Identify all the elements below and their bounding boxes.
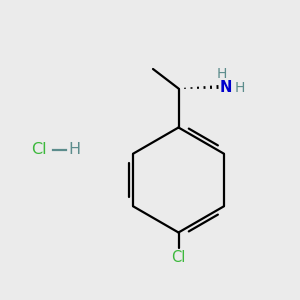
Text: Cl: Cl	[171, 250, 186, 266]
Text: N: N	[220, 80, 232, 94]
Text: Cl: Cl	[32, 142, 47, 158]
Text: H: H	[235, 81, 245, 95]
Text: H: H	[217, 67, 227, 80]
Text: H: H	[68, 142, 80, 158]
